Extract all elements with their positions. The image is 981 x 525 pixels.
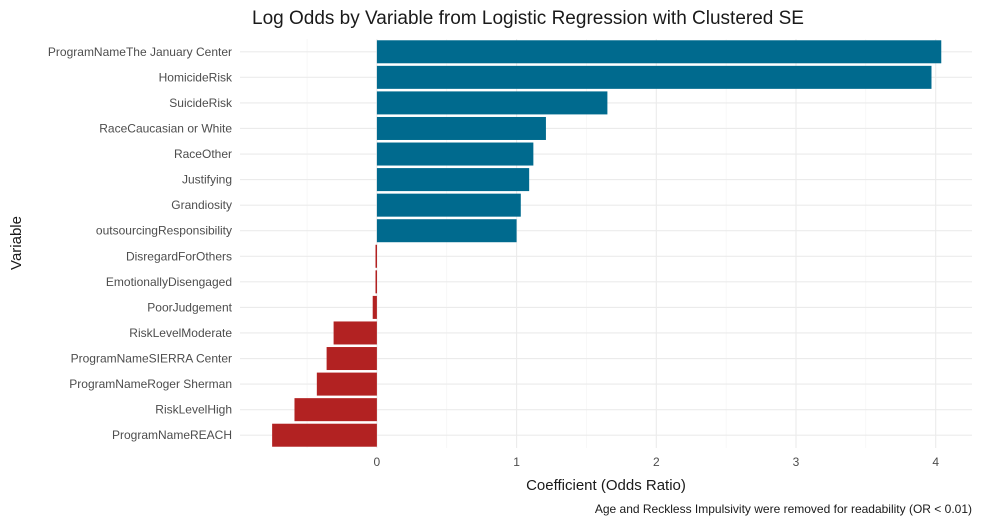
x-tick-label: 3 [793, 455, 800, 469]
bar [376, 91, 608, 115]
bar [376, 142, 534, 166]
category-label: outsourcingResponsibility [96, 224, 232, 238]
category-label: RiskLevelModerate [129, 326, 232, 340]
x-tick-label: 0 [374, 455, 381, 469]
bars [272, 40, 942, 447]
bar [326, 347, 377, 371]
category-label: RaceCaucasian or White [99, 121, 232, 135]
bar [375, 270, 378, 294]
x-tick-label: 4 [932, 455, 939, 469]
category-label: HomicideRisk [159, 70, 233, 84]
category-label: SuicideRisk [169, 96, 233, 110]
category-label: ProgramNameRoger Sherman [69, 377, 232, 391]
bar [333, 321, 377, 345]
bar [376, 116, 546, 140]
bar [376, 40, 942, 64]
bar [375, 244, 378, 268]
y-axis-label: Variable [8, 216, 25, 270]
bar [372, 295, 377, 319]
bar [294, 398, 377, 422]
bar [272, 423, 377, 447]
category-label: ProgramNameREACH [112, 428, 232, 442]
bar [376, 193, 521, 217]
category-label: Justifying [182, 173, 232, 187]
x-tick-label: 1 [513, 455, 520, 469]
chart-title: Log Odds by Variable from Logistic Regre… [252, 8, 804, 29]
chart-caption: Age and Reckless Impulsivity were remove… [595, 502, 972, 516]
x-axis-label: Coefficient (Odds Ratio) [526, 477, 686, 494]
category-labels: ProgramNameThe January Center HomicideRis… [48, 45, 233, 442]
category-label: EmotionallyDisengaged [106, 275, 232, 289]
category-label: ProgramNameSIERRA Center [71, 352, 232, 366]
category-label: RaceOther [174, 147, 232, 161]
category-label: DisregardForOthers [126, 249, 232, 263]
bar [376, 168, 530, 192]
category-label: ProgramNameThe January Center [48, 45, 232, 59]
x-tick-labels: 0 1 2 3 4 [374, 455, 940, 469]
bar [376, 65, 932, 89]
bar [376, 219, 517, 243]
category-label: RiskLevelHigh [155, 403, 232, 417]
category-label: PoorJudgement [147, 300, 232, 314]
category-label: Grandiosity [171, 198, 232, 212]
x-tick-label: 2 [653, 455, 660, 469]
bar [316, 372, 377, 396]
